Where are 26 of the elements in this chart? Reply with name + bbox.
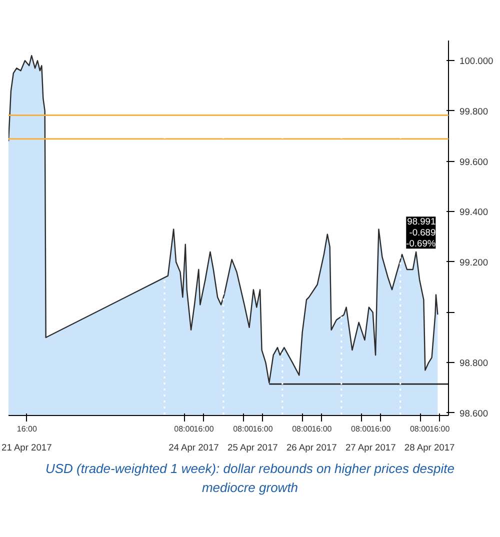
x-tick-label: 16:00 bbox=[252, 424, 274, 434]
text: USD (trade-weighted 1 week): dollar rebounds on higher prices despite mediocre growth bbox=[44, 460, 456, 497]
x-tick-label: 08:00 bbox=[174, 424, 195, 434]
x2-tick-label: 28 Apr 2017 bbox=[404, 442, 455, 452]
x-tick-label: 16:00 bbox=[194, 424, 214, 434]
x2-tick-label: 26 Apr 2017 bbox=[286, 442, 337, 452]
x2-tick-label: 27 Apr 2017 bbox=[345, 442, 396, 452]
x-tick-label: 16:00 bbox=[430, 424, 450, 434]
x-tick-label: 08:00 bbox=[233, 424, 254, 434]
x-tick-label: 16:00 bbox=[16, 424, 38, 434]
annotation: 98.991 -0.689 -0.69% bbox=[406, 216, 436, 249]
x2-tick-label: 25 Apr 2017 bbox=[228, 442, 278, 452]
y-tick-label: 99.600 bbox=[460, 156, 488, 167]
y-tick-label: 100.000 bbox=[460, 56, 494, 66]
y-tick-label: 99.800 bbox=[460, 106, 488, 116]
x-tick-label: 08:00 bbox=[351, 424, 372, 434]
x-tick-label: 08:00 bbox=[292, 424, 313, 434]
y-tick-label: 98.800 bbox=[460, 358, 488, 368]
x-tick-label: 16:00 bbox=[370, 424, 392, 434]
y-tick-label: 99.200 bbox=[460, 257, 488, 268]
y-tick-label: 98.600 bbox=[460, 408, 488, 418]
x2-tick-label: 24 Apr 2017 bbox=[168, 442, 219, 452]
x2-tick-label: 21 Apr 2017 bbox=[2, 442, 52, 452]
y-tick-label: 99.400 bbox=[460, 207, 488, 218]
x-tick-label: 08:00 bbox=[410, 424, 431, 434]
x-tick-label: 16:00 bbox=[312, 424, 332, 434]
